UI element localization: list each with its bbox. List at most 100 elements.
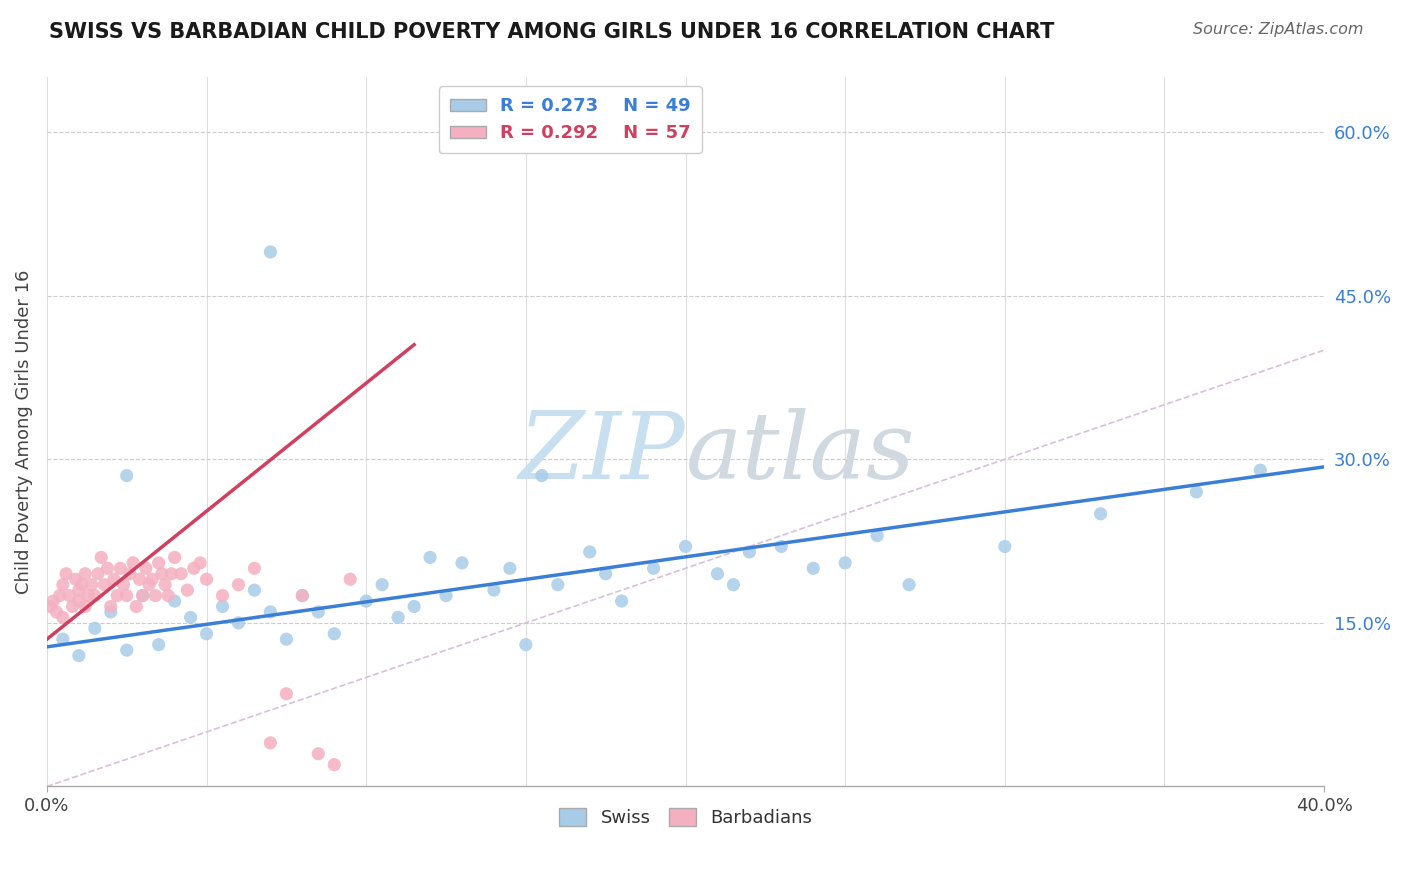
Point bbox=[1090, 507, 1112, 521]
Point bbox=[67, 583, 90, 598]
Point bbox=[1249, 463, 1271, 477]
Point bbox=[67, 594, 90, 608]
Point bbox=[738, 545, 761, 559]
Point bbox=[145, 589, 167, 603]
Point bbox=[110, 561, 132, 575]
Point bbox=[770, 540, 793, 554]
Point bbox=[188, 556, 211, 570]
Point bbox=[39, 599, 62, 614]
Point bbox=[354, 594, 377, 608]
Point bbox=[42, 594, 65, 608]
Point bbox=[157, 589, 180, 603]
Point bbox=[387, 610, 409, 624]
Point bbox=[148, 556, 170, 570]
Point bbox=[211, 589, 233, 603]
Point bbox=[160, 566, 183, 581]
Point bbox=[141, 572, 163, 586]
Point bbox=[100, 599, 122, 614]
Point bbox=[898, 577, 921, 591]
Point bbox=[96, 561, 118, 575]
Point bbox=[131, 589, 153, 603]
Point bbox=[259, 605, 281, 619]
Point bbox=[131, 589, 153, 603]
Point bbox=[243, 583, 266, 598]
Point bbox=[195, 626, 218, 640]
Point bbox=[578, 545, 600, 559]
Point bbox=[122, 556, 145, 570]
Point bbox=[48, 589, 70, 603]
Point bbox=[176, 583, 198, 598]
Point bbox=[115, 643, 138, 657]
Point bbox=[451, 556, 474, 570]
Point bbox=[52, 610, 75, 624]
Point bbox=[291, 589, 314, 603]
Point bbox=[866, 528, 889, 542]
Point bbox=[163, 594, 186, 608]
Point bbox=[77, 589, 100, 603]
Point bbox=[419, 550, 441, 565]
Point bbox=[643, 561, 665, 575]
Point bbox=[434, 589, 457, 603]
Point bbox=[150, 566, 173, 581]
Point bbox=[80, 577, 103, 591]
Point bbox=[834, 556, 856, 570]
Point bbox=[195, 572, 218, 586]
Point bbox=[276, 687, 298, 701]
Point bbox=[706, 566, 728, 581]
Point bbox=[135, 561, 157, 575]
Point bbox=[58, 589, 80, 603]
Point bbox=[93, 577, 115, 591]
Text: atlas: atlas bbox=[686, 409, 915, 499]
Point bbox=[67, 648, 90, 663]
Point bbox=[1185, 485, 1208, 500]
Point bbox=[52, 632, 75, 647]
Point bbox=[259, 736, 281, 750]
Point bbox=[323, 757, 346, 772]
Point bbox=[148, 638, 170, 652]
Text: ZIP: ZIP bbox=[519, 409, 686, 499]
Point bbox=[228, 615, 250, 630]
Point bbox=[610, 594, 633, 608]
Point bbox=[103, 572, 125, 586]
Point bbox=[62, 599, 84, 614]
Point bbox=[118, 566, 141, 581]
Point bbox=[75, 566, 97, 581]
Point bbox=[100, 605, 122, 619]
Point bbox=[183, 561, 205, 575]
Point bbox=[55, 566, 77, 581]
Point bbox=[228, 577, 250, 591]
Point bbox=[515, 638, 537, 652]
Point bbox=[801, 561, 824, 575]
Point bbox=[291, 589, 314, 603]
Point bbox=[83, 621, 105, 635]
Point bbox=[105, 589, 128, 603]
Point bbox=[180, 610, 202, 624]
Point bbox=[163, 550, 186, 565]
Point bbox=[52, 577, 75, 591]
Point bbox=[530, 468, 553, 483]
Point bbox=[153, 577, 176, 591]
Text: SWISS VS BARBADIAN CHILD POVERTY AMONG GIRLS UNDER 16 CORRELATION CHART: SWISS VS BARBADIAN CHILD POVERTY AMONG G… bbox=[49, 22, 1054, 42]
Point bbox=[70, 577, 93, 591]
Point bbox=[138, 577, 160, 591]
Point bbox=[307, 747, 329, 761]
Point bbox=[595, 566, 617, 581]
Point bbox=[170, 566, 193, 581]
Y-axis label: Child Poverty Among Girls Under 16: Child Poverty Among Girls Under 16 bbox=[15, 269, 32, 594]
Point bbox=[994, 540, 1017, 554]
Point bbox=[90, 550, 112, 565]
Legend: Swiss, Barbadians: Swiss, Barbadians bbox=[551, 800, 820, 834]
Point bbox=[83, 589, 105, 603]
Point bbox=[87, 566, 110, 581]
Point bbox=[675, 540, 697, 554]
Point bbox=[404, 599, 426, 614]
Point bbox=[259, 244, 281, 259]
Point bbox=[371, 577, 394, 591]
Point bbox=[211, 599, 233, 614]
Point bbox=[112, 577, 135, 591]
Point bbox=[482, 583, 505, 598]
Point bbox=[115, 589, 138, 603]
Point bbox=[243, 561, 266, 575]
Point bbox=[276, 632, 298, 647]
Point bbox=[45, 605, 67, 619]
